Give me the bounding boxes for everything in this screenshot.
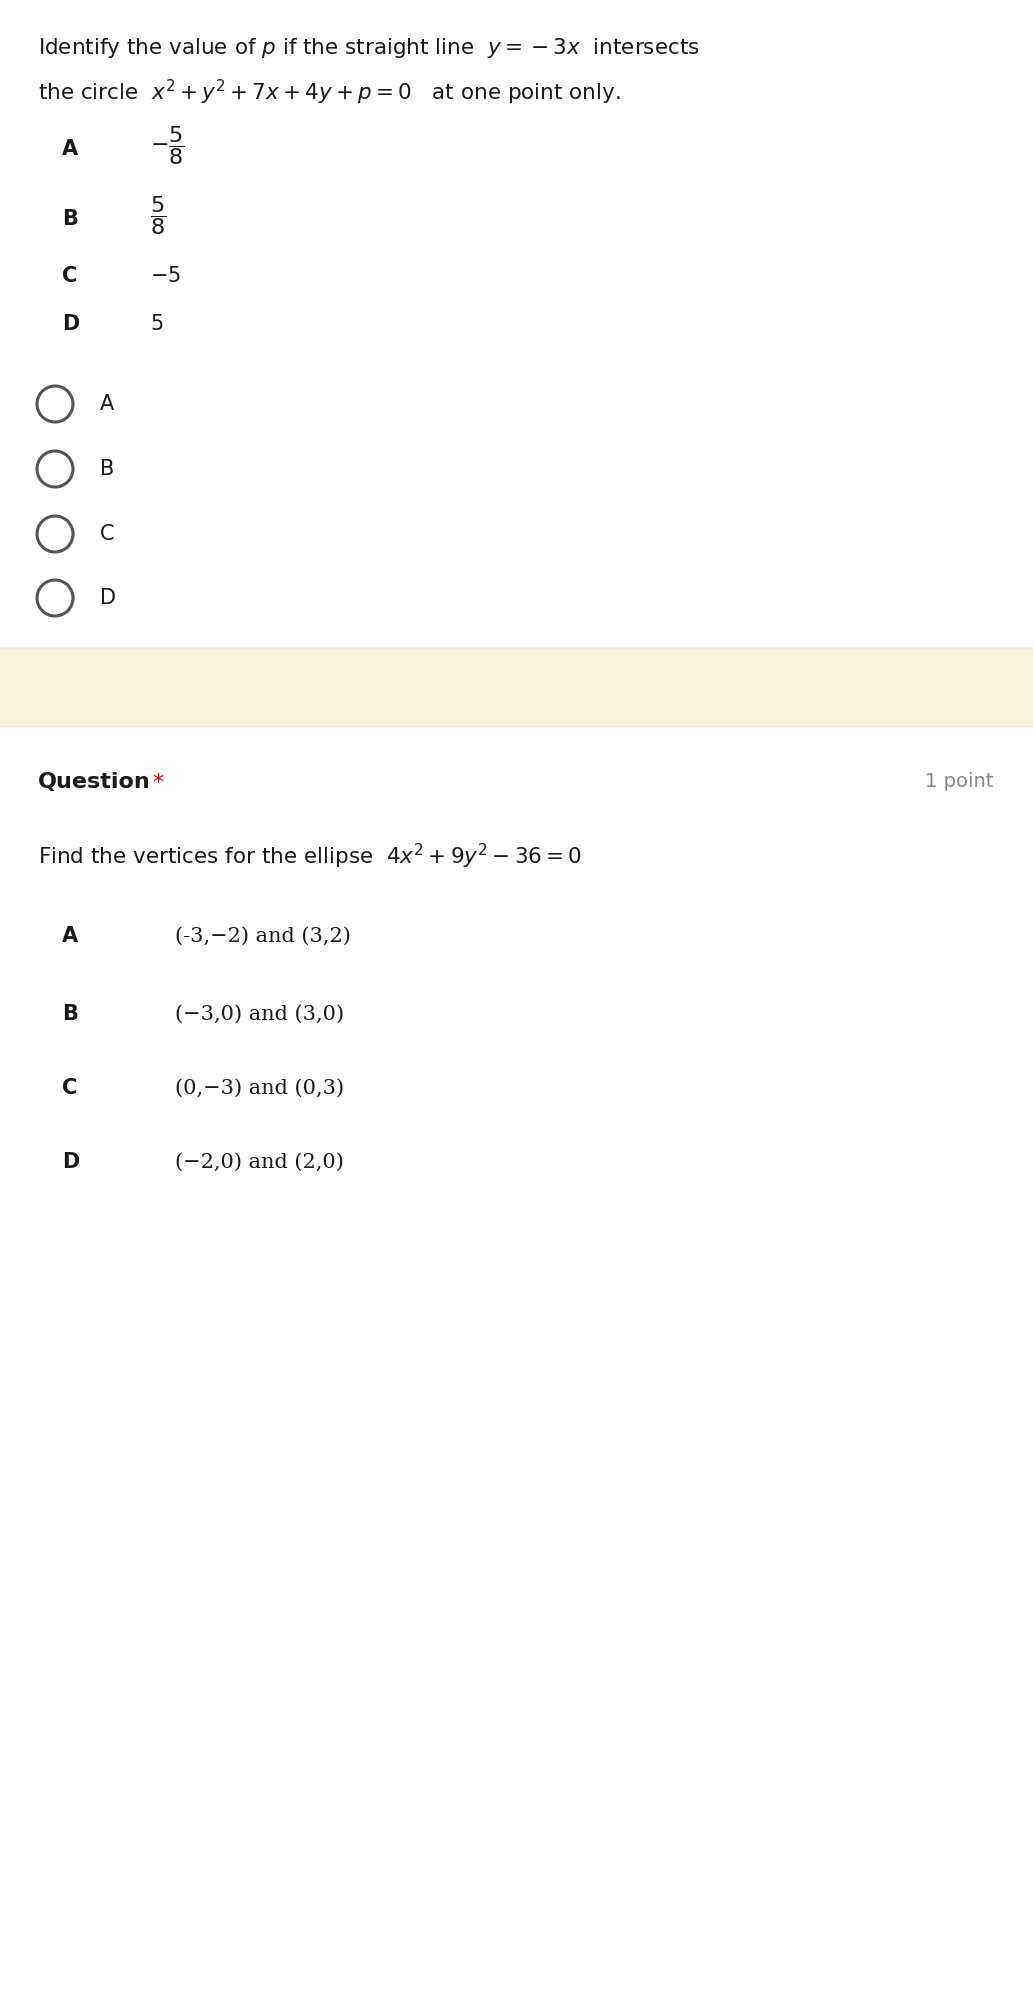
- Text: D: D: [62, 1152, 80, 1172]
- Text: A: A: [62, 926, 79, 946]
- Text: $-5$: $-5$: [150, 267, 181, 287]
- Text: C: C: [62, 1078, 77, 1098]
- Text: B: B: [62, 208, 77, 228]
- Text: $*$: $*$: [152, 772, 164, 792]
- Text: A: A: [62, 138, 79, 158]
- Text: 1 point: 1 point: [925, 772, 993, 792]
- Text: D: D: [100, 587, 116, 607]
- Text: A: A: [100, 395, 115, 415]
- Text: the circle  $x^2+y^2+7x+4y+p=0$   at one point only.: the circle $x^2+y^2+7x+4y+p=0$ at one po…: [38, 78, 621, 106]
- Text: C: C: [100, 523, 115, 543]
- Text: Find the vertices for the ellipse  $4x^2+9y^2-36=0$: Find the vertices for the ellipse $4x^2+…: [38, 842, 583, 872]
- Text: (0,−3) and (0,3): (0,−3) and (0,3): [175, 1078, 344, 1098]
- Text: (-3,−2) and (3,2): (-3,−2) and (3,2): [175, 926, 351, 946]
- Text: Identify the value of $p$ if the straight line  $y=-3x$  intersects: Identify the value of $p$ if the straigh…: [38, 36, 699, 60]
- Text: D: D: [62, 315, 80, 335]
- Text: (−2,0) and (2,0): (−2,0) and (2,0): [175, 1152, 344, 1172]
- Text: Question: Question: [38, 772, 151, 792]
- FancyBboxPatch shape: [0, 647, 1033, 727]
- Text: B: B: [62, 1004, 77, 1024]
- Text: B: B: [100, 459, 115, 479]
- Text: $5$: $5$: [150, 315, 163, 335]
- Text: C: C: [62, 267, 77, 287]
- Text: $\dfrac{5}{8}$: $\dfrac{5}{8}$: [150, 194, 166, 236]
- Text: $-\dfrac{5}{8}$: $-\dfrac{5}{8}$: [150, 124, 185, 168]
- Text: (−3,0) and (3,0): (−3,0) and (3,0): [175, 1004, 344, 1024]
